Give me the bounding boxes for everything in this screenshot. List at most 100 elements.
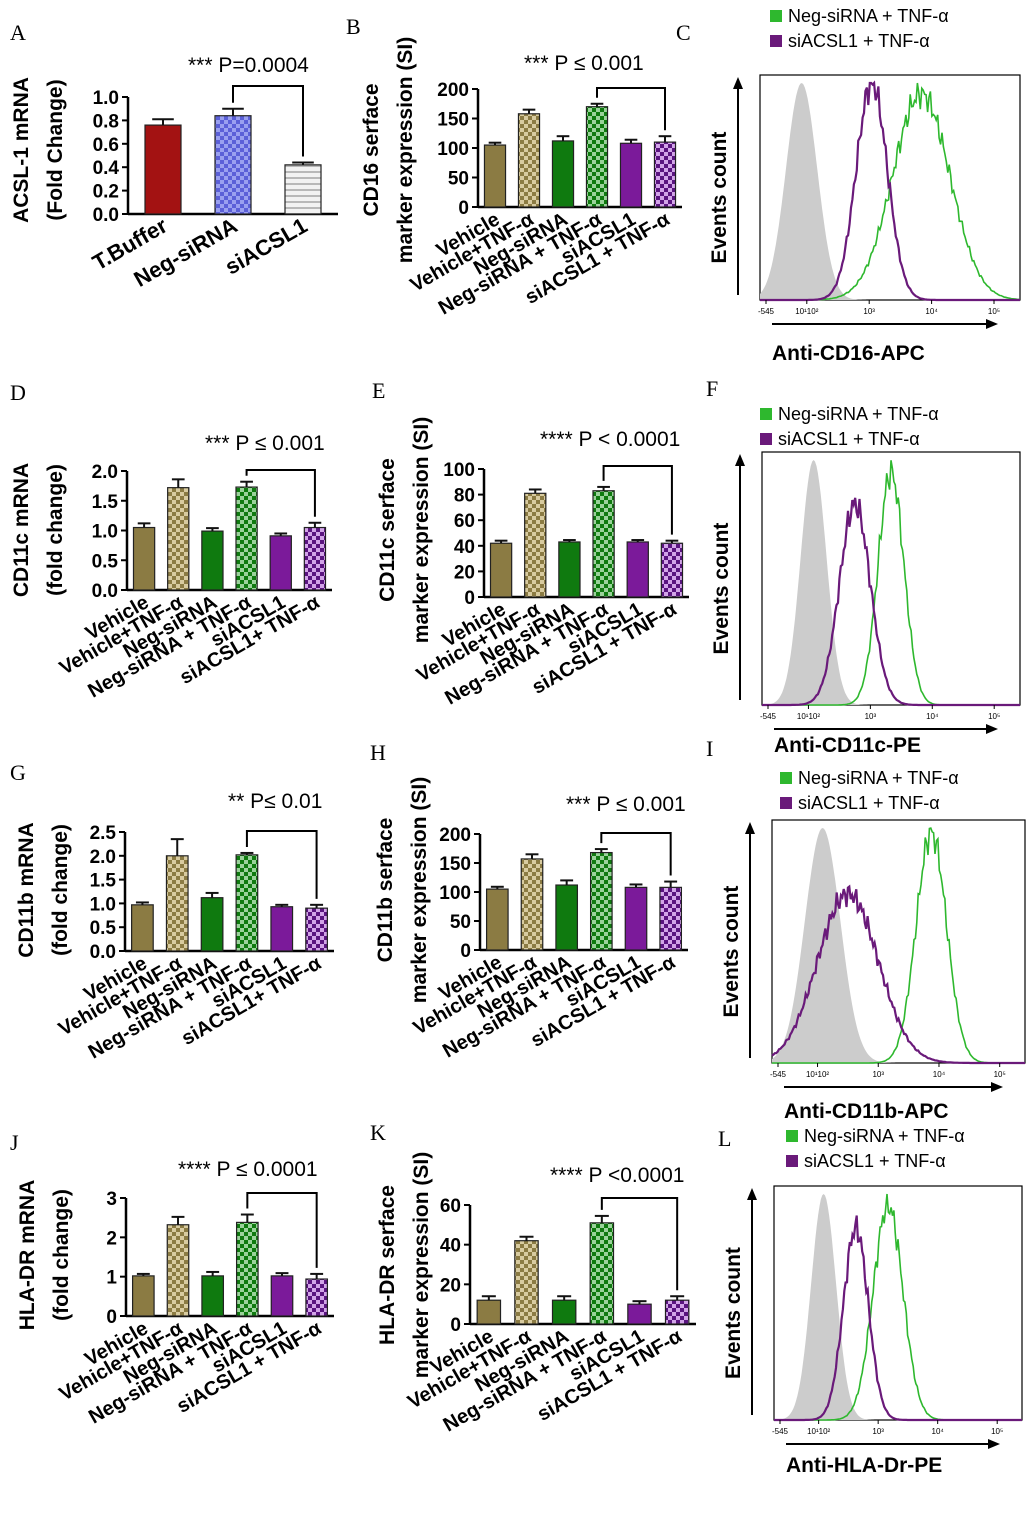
- y-tick-label: 50: [448, 169, 469, 190]
- significance-bracket: [600, 832, 672, 876]
- p-value-annotation: *** P ≤ 0.001: [566, 793, 686, 816]
- bar: [664, 1299, 690, 1325]
- y-tick-label: 40: [454, 537, 475, 558]
- y-tick-label: 2.0: [92, 462, 118, 483]
- p-value-annotation: **** P <0.0001: [550, 1164, 684, 1187]
- y-tick-label: 0.0: [93, 205, 119, 226]
- bar: [167, 487, 190, 591]
- legend-label: siACSL1 + TNF-α: [798, 793, 940, 813]
- significance-bracket: [245, 830, 318, 899]
- significance-bracket: [602, 465, 673, 535]
- legend-swatch: [786, 1130, 798, 1142]
- bar: [305, 1278, 329, 1317]
- bar: [660, 542, 684, 598]
- legend-label: Neg-siRNA + TNF-α: [788, 6, 949, 26]
- chart-g: 0.0 0.5 1.01.5 2.0 2.5 CD11b mRNA (fold change…: [15, 790, 334, 1064]
- bar: [200, 897, 224, 952]
- bar: [235, 854, 259, 952]
- panel-labels: A B C D E F G H I J K L: [10, 14, 731, 1155]
- y-axis-label: ACSL-1 mRNA: [10, 77, 33, 223]
- bar: [520, 858, 544, 951]
- y-axis-label: HLA-DR serface: [376, 1185, 399, 1345]
- panel-label-g: G: [10, 760, 26, 785]
- y-axis-label: (Fold Change): [44, 79, 67, 220]
- chart-h: 0 50 100 150 200 CD11b serface marker expressi…: [374, 777, 688, 1063]
- significance-bracket: [246, 1192, 318, 1268]
- bar: [558, 541, 581, 598]
- bar: [269, 535, 292, 591]
- legend-swatch: [786, 1155, 798, 1167]
- x-arrow-head: [986, 319, 998, 329]
- y-axis-label: CD16 serface: [360, 83, 383, 216]
- bar: [305, 907, 328, 952]
- chart-k: 0 20 40 60 HLA-DR serface marker expression (…: [376, 1152, 696, 1437]
- panel-label-e: E: [372, 378, 385, 403]
- bar: [270, 906, 294, 952]
- histogram-l: -545 10¹10² 10³ 10⁴ 10⁵ Neg-siRNA + TNF-α siAC…: [722, 1126, 1023, 1477]
- bar: [589, 851, 613, 951]
- bar: [483, 144, 507, 208]
- y-tick-label: 200: [437, 80, 469, 101]
- bar: [514, 1240, 539, 1325]
- p-value-annotation: **** P ≤ 0.0001: [178, 1158, 318, 1181]
- panel-label-l: L: [718, 1126, 731, 1151]
- y-axis-label: (fold change): [49, 824, 72, 956]
- p-value-annotation: *** P ≤ 0.001: [205, 432, 325, 455]
- y-axis-label: (fold change): [44, 464, 67, 596]
- legend-label: siACSL1 + TNF-α: [788, 31, 930, 51]
- panel-label-k: K: [370, 1120, 386, 1145]
- y-tick-label: 1: [106, 1268, 117, 1289]
- bar: [201, 530, 224, 591]
- panel-label-i: I: [706, 736, 713, 761]
- y-axis-label: marker expression (SI): [410, 417, 433, 643]
- histogram-siacsl1-tnf: [771, 884, 1025, 1065]
- y-tick-label: 2: [106, 1228, 117, 1249]
- x-tick-label: 10⁵: [988, 307, 1000, 316]
- y-tick-label: 60: [440, 1196, 461, 1217]
- bar: [165, 855, 189, 952]
- y-tick-label: 40: [440, 1236, 461, 1257]
- bar: [619, 142, 643, 208]
- y-arrow-head: [745, 822, 755, 834]
- panel-label-j: J: [10, 1130, 19, 1155]
- y-axis-label: marker expression (SI): [410, 1152, 433, 1378]
- y-tick-label: 0: [106, 1307, 117, 1328]
- x-tick-label: 10¹10²: [795, 307, 818, 316]
- histogram-siacsl1-tnf: [762, 497, 1020, 707]
- x-tick-label: 10¹10²: [806, 1070, 829, 1079]
- histogram-c: -545 10¹10² 10³ 10⁴ 10⁵ Neg-siRNA + TNF-α siAC…: [708, 6, 1021, 365]
- bar: [303, 526, 327, 591]
- y-arrow-head: [747, 1188, 757, 1200]
- x-tick-label: 10⁵: [988, 712, 1000, 721]
- bar: [132, 526, 156, 591]
- bar: [144, 124, 182, 215]
- y-axis-label: CD11c mRNA: [10, 463, 33, 597]
- y-tick-label: 100: [437, 139, 469, 160]
- histogram-control: [772, 828, 1025, 1063]
- chart-b: 0 50 100 150 200 CD16 serface marker expressio…: [360, 37, 682, 320]
- bar: [592, 490, 615, 598]
- bar: [653, 141, 677, 208]
- significance-bracket: [596, 87, 666, 131]
- y-tick-label: 1.0: [93, 88, 119, 109]
- legend-label: Neg-siRNA + TNF-α: [804, 1126, 965, 1146]
- y-axis-label: marker expression (SI): [408, 777, 431, 1003]
- x-tick-label: 10⁴: [932, 1427, 945, 1436]
- bar: [624, 886, 648, 951]
- bar: [659, 886, 683, 951]
- histogram-siacsl1-tnf: [774, 1215, 1022, 1422]
- histogram-f: -545 10¹10² 10³ 10⁴ 10⁵ Neg-siRNA + TNF-α siAC…: [710, 404, 1021, 757]
- y-tick-label: 0.8: [93, 111, 119, 132]
- y-axis-label: CD11b serface: [374, 818, 397, 963]
- y-axis-label: HLA-DR mRNA: [16, 1180, 39, 1331]
- bar: [555, 884, 579, 951]
- y-tick-label: 150: [439, 854, 471, 875]
- y-tick-label: 80: [454, 486, 475, 507]
- panel-label-d: D: [10, 380, 26, 405]
- bar: [131, 904, 154, 952]
- bar: [201, 1275, 225, 1317]
- significance-bracket: [232, 85, 304, 157]
